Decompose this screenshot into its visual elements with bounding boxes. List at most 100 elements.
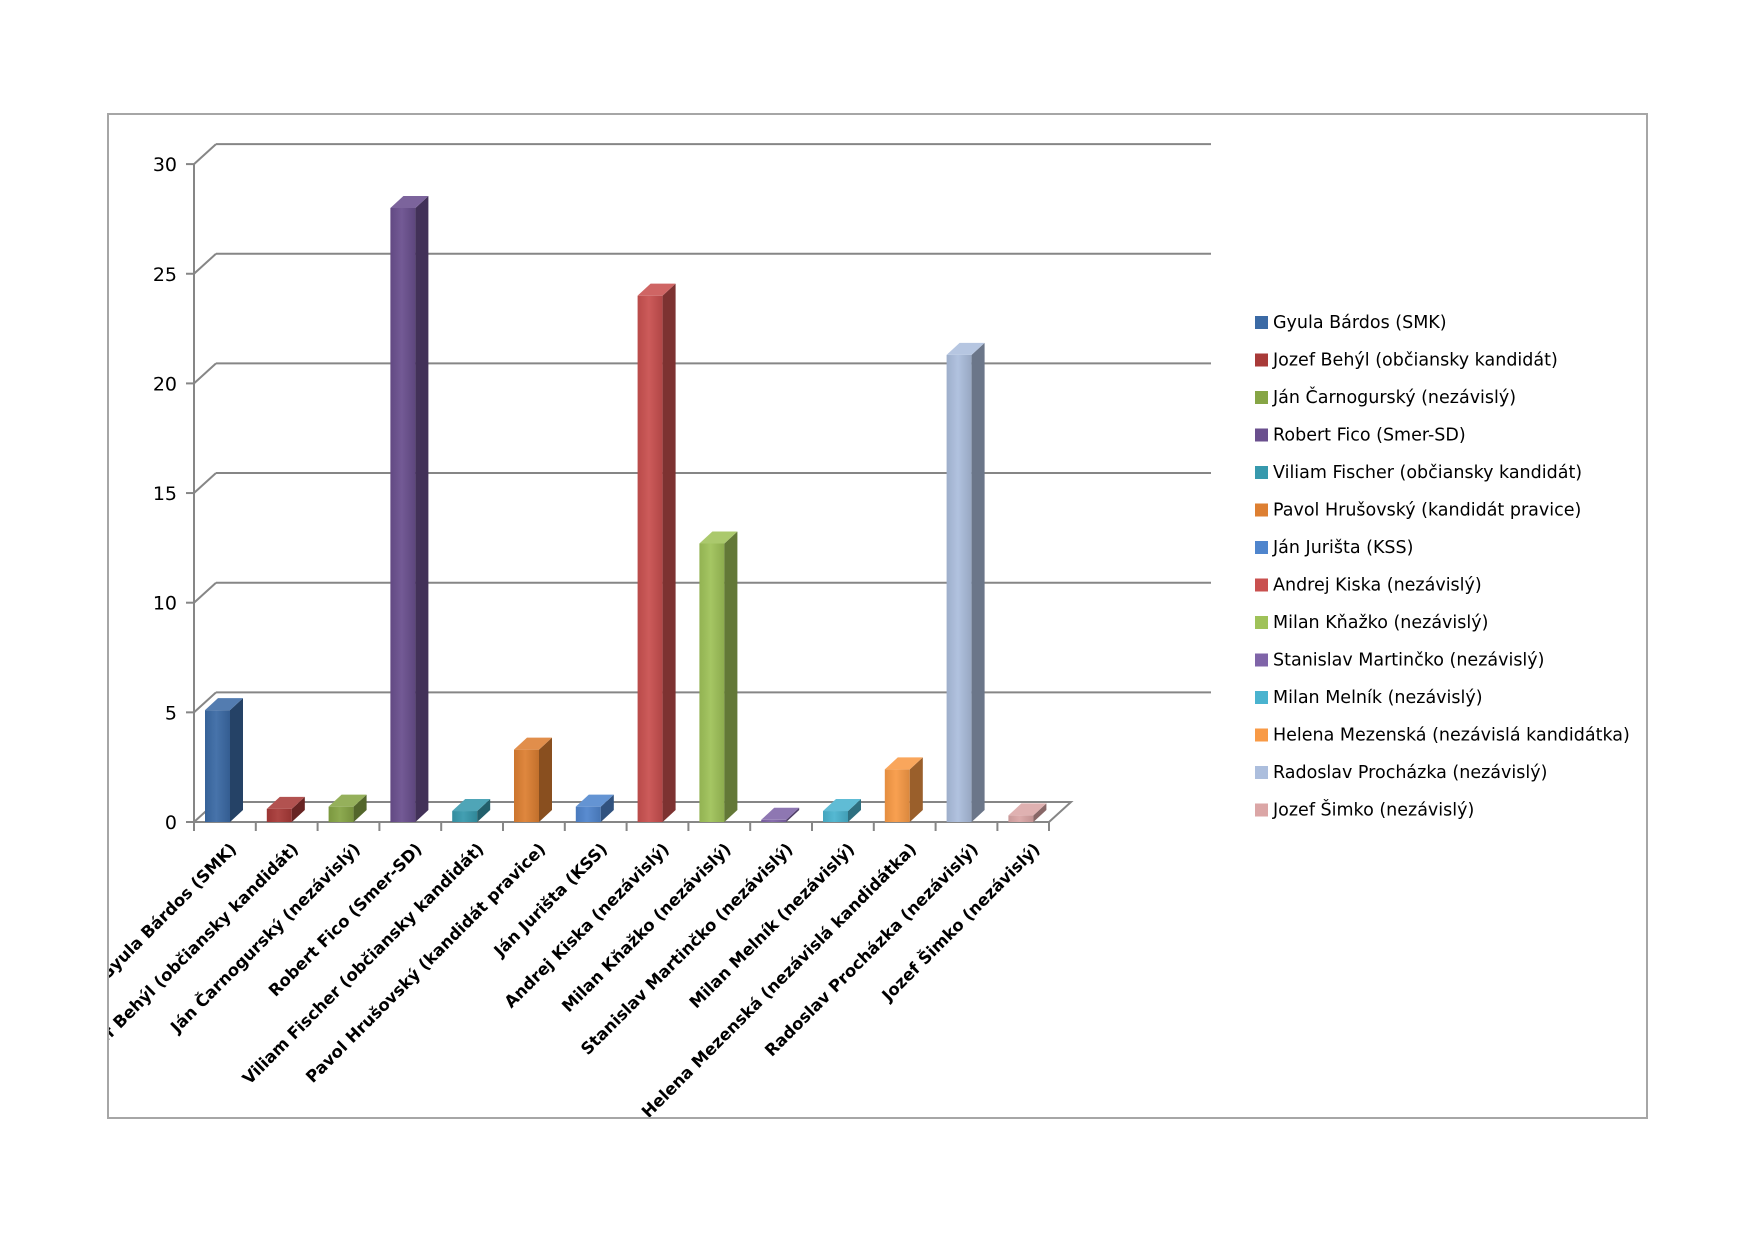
bar-top [699, 531, 738, 544]
bar-top [266, 796, 305, 809]
legend-label: Milan Melník (nezávislý) [1273, 688, 1483, 708]
legend-label: Stanislav Martinčko (nezávislý) [1273, 651, 1544, 671]
bar-front [946, 354, 972, 822]
legend-swatch [1255, 691, 1268, 704]
bar-front [637, 295, 663, 822]
gridline-side-30 [193, 143, 217, 165]
legend-swatch [1255, 466, 1268, 479]
bar-side [1033, 803, 1047, 822]
legend-swatch [1255, 316, 1268, 329]
bar-13 [946, 342, 985, 822]
legend-item: Ján Jurišta (KSS) [1255, 538, 1413, 558]
legend-swatch [1255, 391, 1268, 404]
bar-top [884, 757, 923, 770]
legend-label: Ján Čarnogurský (nezávislý) [1272, 386, 1516, 408]
bar-12 [884, 757, 923, 822]
legend-label: Ján Jurišta (KSS) [1272, 538, 1413, 558]
bar-front [761, 819, 787, 822]
gridlines [193, 143, 1211, 714]
gridline-side-25 [193, 253, 217, 275]
legend-item: Radoslav Procházka (nezávislý) [1255, 763, 1547, 783]
legend-swatch [1255, 353, 1268, 367]
bar-top [575, 794, 614, 807]
y-tick-label: 30 [153, 154, 177, 176]
bar-10 [761, 807, 800, 822]
legend-item: Helena Mezenská (nezávislá kandidátka) [1255, 726, 1630, 746]
bar-11 [823, 799, 861, 822]
bar-front [514, 749, 539, 822]
chart-frame: 0 5 10 15 20 25 30 Gyula Bárdos (SMK) Jozef Beh… [107, 113, 1648, 1119]
bar-front [1008, 815, 1034, 822]
bar-1 [205, 698, 243, 822]
bar-top [328, 794, 367, 807]
bar-side [909, 757, 923, 822]
bar-9 [699, 531, 738, 822]
axes [186, 163, 1074, 831]
y-tick-label: 25 [153, 264, 177, 286]
legend-item: Andrej Kiska (nezávislý) [1255, 576, 1482, 596]
bar-front [884, 769, 910, 822]
bar-front [575, 806, 601, 822]
bar-top [452, 799, 491, 812]
legend-item: Jozef Behýl (občiansky kandidát) [1255, 351, 1558, 371]
bar-side [848, 799, 861, 822]
bar-top [637, 283, 676, 296]
legend-label: Pavol Hrušovský (kandidát pravice) [1273, 501, 1581, 521]
legend-swatch [1255, 503, 1268, 517]
legend-swatch [1255, 616, 1268, 629]
y-tick-label: 0 [165, 812, 177, 834]
bar-side [477, 799, 491, 822]
legend-swatch [1255, 578, 1268, 592]
bar-side [230, 698, 243, 822]
legend-label: Milan Kňažko (nezávislý) [1273, 613, 1488, 633]
legend-swatch [1255, 653, 1268, 667]
y-tick-label: 5 [165, 702, 177, 724]
legend-swatch [1255, 728, 1268, 742]
bar-front [266, 808, 292, 822]
bar-side [971, 342, 985, 822]
x-tick-label: Radoslav Procházka (nezávislý) [761, 839, 982, 1060]
legend-swatch [1255, 803, 1268, 817]
legend-item: Pavol Hrušovský (kandidát pravice) [1255, 501, 1581, 521]
legend-item: Ján Čarnogurský (nezávislý) [1255, 386, 1516, 408]
legend-swatch [1255, 541, 1268, 554]
legend-swatch [1255, 766, 1268, 779]
legend-label: Helena Mezenská (nezávislá kandidátka) [1273, 726, 1630, 746]
bar-top [761, 807, 800, 820]
bar-side [291, 796, 305, 822]
bar-front [699, 543, 725, 822]
legend-label: Gyula Bárdos (SMK) [1273, 313, 1447, 333]
bar-chart: 0 5 10 15 20 25 30 Gyula Bárdos (SMK) Jozef Beh… [109, 143, 1630, 1117]
bar-top [946, 342, 985, 355]
bar-front [390, 207, 416, 823]
chart-floor [191, 801, 1074, 823]
legend-swatch [1255, 428, 1268, 442]
bar-side [353, 794, 367, 822]
y-tick-label: 15 [153, 483, 177, 505]
y-tick-label: 10 [153, 593, 177, 615]
bar-3 [328, 794, 367, 822]
bar-side [662, 283, 676, 822]
legend-item: Milan Kňažko (nezávislý) [1255, 613, 1488, 633]
bar-side [600, 794, 614, 822]
legend-item: Viliam Fischer (občiansky kandidát) [1255, 463, 1582, 483]
gridline-side-20 [193, 362, 217, 385]
x-tick-label: Ján Jurišta (KSS) [490, 839, 612, 961]
legend-item: Jozef Šimko (nezávislý) [1255, 799, 1474, 821]
legend-item: Robert Fico (Smer-SD) [1255, 426, 1466, 446]
legend-item: Milan Melník (nezávislý) [1255, 688, 1483, 708]
bar-top [823, 799, 861, 812]
bar-5 [452, 799, 491, 822]
bar-14 [1008, 803, 1047, 822]
bar-front [205, 710, 230, 822]
bar-side [786, 807, 800, 822]
legend-label: Robert Fico (Smer-SD) [1273, 426, 1466, 446]
bar-top [390, 195, 429, 208]
legend: Gyula Bárdos (SMK) Jozef Behýl (občiansky… [1255, 313, 1630, 821]
bar-6 [514, 737, 552, 822]
bar-front [452, 811, 478, 822]
bar-2 [266, 796, 305, 822]
bar-7 [575, 794, 614, 822]
gridline-side-10 [193, 581, 217, 604]
legend-label: Andrej Kiska (nezávislý) [1273, 576, 1482, 596]
